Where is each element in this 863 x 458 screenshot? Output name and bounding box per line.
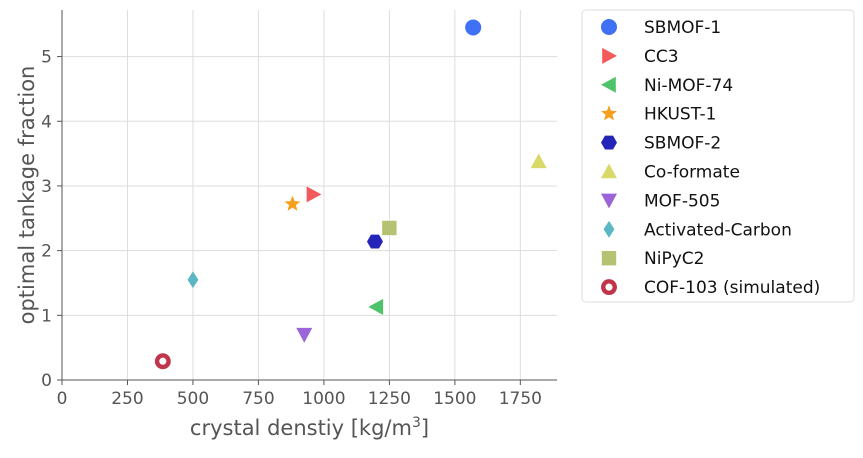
legend-frame xyxy=(581,9,855,303)
data-point-cc3 xyxy=(306,186,322,203)
data-point-hkust-1 xyxy=(284,195,301,211)
data-point-mof-505 xyxy=(296,327,313,343)
x-tick-label: 1500 xyxy=(433,389,476,409)
legend-label: SBMOF-2 xyxy=(644,134,721,154)
x-tick-label: 250 xyxy=(111,389,143,409)
y-tick-label: 4 xyxy=(41,112,52,132)
legend-marker xyxy=(601,76,616,93)
legend-items: SBMOF-1 CC3 Ni-MOF-74 HKUST-1 SBMOF-2 Co-form… xyxy=(601,18,820,298)
x-tick-label: 1750 xyxy=(499,389,542,409)
legend-label: NiPyC2 xyxy=(644,249,704,269)
legend-entry: SBMOF-1 xyxy=(601,18,721,38)
data-point-sbmof-1 xyxy=(465,19,482,36)
legend-marker xyxy=(601,251,617,266)
data-point-sbmof-2 xyxy=(366,234,383,249)
y-tick-label: 5 xyxy=(41,48,52,68)
y-tick-label: 1 xyxy=(41,306,52,326)
axes: 0 250 500 750 1000 1250 1500 1750 0 1 2 3 4 5 xyxy=(41,10,557,409)
x-tick-label: 1250 xyxy=(368,389,411,409)
legend-label: COF-103 (simulated) xyxy=(644,278,820,298)
legend-marker xyxy=(601,193,617,209)
legend-marker xyxy=(601,163,617,179)
data-point-activated-carbon xyxy=(187,271,199,289)
data-point-cof-103-simulated xyxy=(154,353,171,370)
data-points xyxy=(154,19,547,370)
legend-entry: Activated-Carbon xyxy=(603,220,792,240)
x-tick-label: 500 xyxy=(177,389,209,409)
legend-label: HKUST-1 xyxy=(644,105,716,125)
data-point-co-formate xyxy=(530,153,547,169)
x-tick-label: 0 xyxy=(57,389,68,409)
data-point-nipyc2 xyxy=(382,220,397,236)
legend-entry: Ni-MOF-74 xyxy=(601,76,733,96)
y-axis-label: optimal tankage fraction xyxy=(15,66,39,325)
legend-entry: NiPyC2 xyxy=(601,249,704,269)
x-axis-label: crystal denstiy [kg/m3] xyxy=(190,415,429,440)
y-tick-label: 0 xyxy=(41,371,52,391)
legend-entry: SBMOF-2 xyxy=(601,134,721,154)
legend-label: Ni-MOF-74 xyxy=(644,76,733,96)
legend: SBMOF-1 CC3 Ni-MOF-74 HKUST-1 SBMOF-2 Co-form… xyxy=(581,9,855,303)
legend-label: CC3 xyxy=(644,47,679,67)
legend-label: MOF-505 xyxy=(644,191,720,211)
legend-entry: COF-103 (simulated) xyxy=(601,278,820,298)
legend-marker xyxy=(601,135,617,150)
legend-entry: HKUST-1 xyxy=(601,105,716,125)
data-point-ni-mof-74 xyxy=(368,298,384,315)
legend-entry: Co-formate xyxy=(601,163,740,183)
legend-marker xyxy=(603,220,615,238)
legend-label: SBMOF-1 xyxy=(644,18,721,38)
legend-marker xyxy=(601,19,617,35)
y-tick-label: 2 xyxy=(41,242,52,262)
grid xyxy=(61,10,557,381)
legend-entry: CC3 xyxy=(602,47,679,67)
x-tick-label: 750 xyxy=(242,389,274,409)
legend-marker xyxy=(601,105,617,121)
x-tick-label: 1000 xyxy=(302,389,345,409)
legend-label: Co-formate xyxy=(644,163,740,183)
legend-marker xyxy=(602,47,617,64)
legend-entry: MOF-505 xyxy=(601,191,720,211)
legend-marker xyxy=(601,279,617,296)
legend-label: Activated-Carbon xyxy=(644,220,792,240)
y-tick-label: 3 xyxy=(41,177,52,197)
